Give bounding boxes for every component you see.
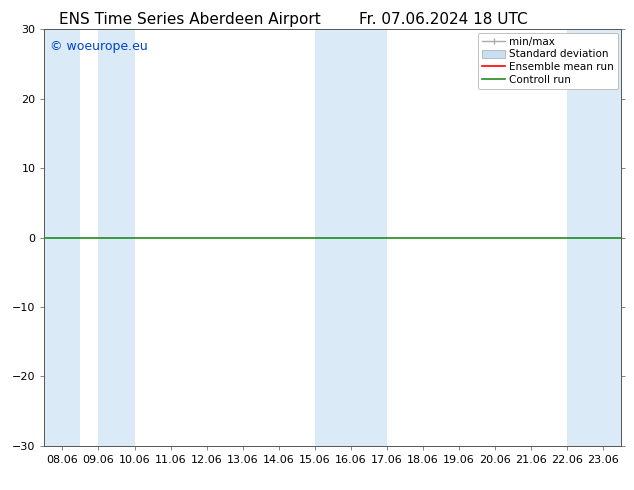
Text: © woeurope.eu: © woeurope.eu — [50, 40, 148, 53]
Bar — [98, 29, 134, 446]
Bar — [567, 29, 621, 446]
Legend: min/max, Standard deviation, Ensemble mean run, Controll run: min/max, Standard deviation, Ensemble me… — [478, 32, 618, 89]
Text: ENS Time Series Aberdeen Airport: ENS Time Series Aberdeen Airport — [60, 12, 321, 27]
Bar — [44, 29, 81, 446]
Text: Fr. 07.06.2024 18 UTC: Fr. 07.06.2024 18 UTC — [359, 12, 528, 27]
Bar — [315, 29, 387, 446]
